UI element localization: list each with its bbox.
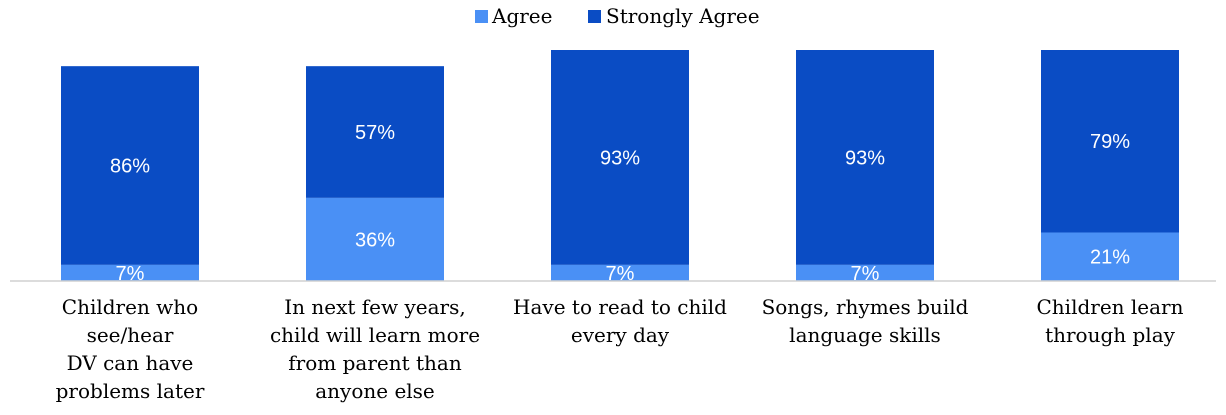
category-label-3: Have to read to child every day [513,295,727,347]
bar-agree-1 [61,264,199,281]
bar-strongly-agree-3 [551,50,689,265]
legend: Agree Strongly Agree [475,4,760,28]
data-label-strongly-agree-4: 93% [845,147,885,169]
data-label-agree-2: 36% [355,229,395,251]
category-label-line: language skills [789,323,941,347]
category-label-4: Songs, rhymes build language skills [762,295,969,347]
category-label-line: Children who [62,295,198,319]
data-label-agree-1: 7% [116,263,145,285]
category-label-line: DV can have [67,351,194,375]
bar-strongly-agree-1 [61,66,199,265]
category-label-5: Children learn through play [1036,295,1183,347]
data-label-strongly-agree-3: 93% [600,147,640,169]
category-label-line: Children learn [1036,295,1183,319]
category-label-line: from parent than [288,351,462,375]
category-label-line: anyone else [315,379,435,403]
bar-agree-3 [551,264,689,281]
category-label-line: Songs, rhymes build [762,295,969,319]
data-label-agree-3: 7% [606,263,635,285]
bar-strongly-agree-2 [306,66,444,198]
category-label-line: Have to read to child [513,295,727,319]
bar-agree-2 [306,197,444,281]
legend-label-agree: Agree [491,4,552,28]
bar-agree-4 [796,264,934,281]
legend-label-strongly-agree: Strongly Agree [606,4,760,28]
category-label-line: In next few years, [284,295,465,319]
bar-agree-5 [1041,232,1179,281]
bars-group [61,50,1179,281]
category-label-line: problems later [56,379,205,403]
data-label-strongly-agree-5: 79% [1090,131,1130,153]
data-label-strongly-agree-1: 86% [110,156,150,178]
data-label-strongly-agree-2: 57% [355,122,395,144]
category-label-line: see/hear [87,323,174,347]
category-label-line: every day [571,323,670,347]
data-label-agree-4: 7% [851,263,880,285]
category-labels-group: Children who see/hear DV can have problems … [56,295,1184,403]
data-labels-group: 7% 86% 36% 57% 7% 93% 7% 93% 21% 79% [110,122,1130,285]
category-label-line: through play [1045,323,1176,347]
legend-swatch-strongly-agree [588,10,601,23]
category-label-line: child will learn more [270,323,480,347]
category-label-1: Children who see/hear DV can have problems … [56,295,205,403]
bar-strongly-agree-5 [1041,50,1179,233]
bar-strongly-agree-4 [796,50,934,265]
category-label-2: In next few years, child will learn more f… [270,295,480,403]
legend-swatch-agree [475,10,488,23]
data-label-agree-5: 21% [1090,247,1130,269]
